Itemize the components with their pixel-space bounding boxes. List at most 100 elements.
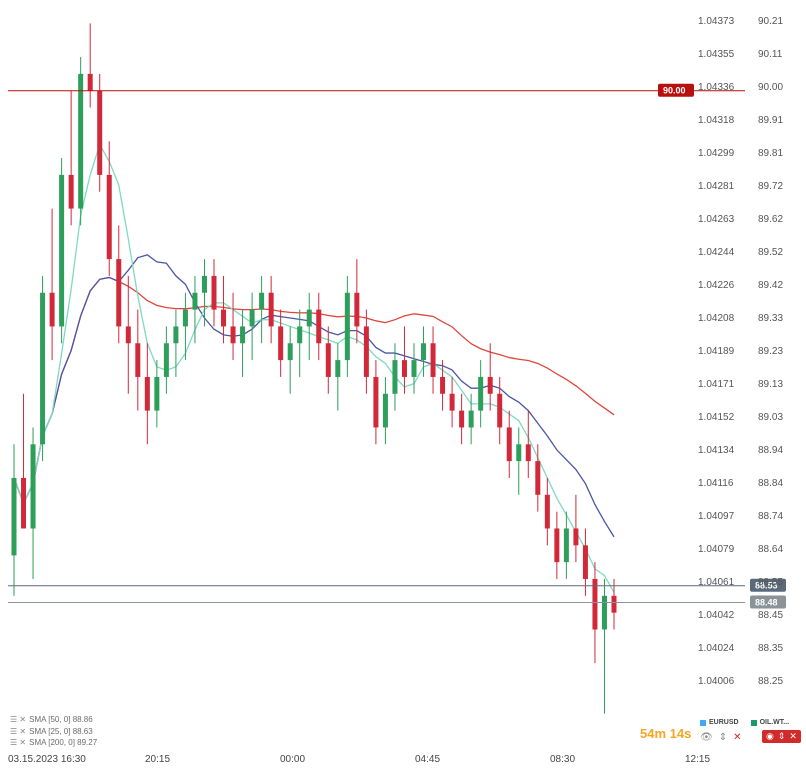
candle-body: [249, 309, 255, 327]
y-right-tick: 88.74: [758, 511, 783, 522]
close-icon[interactable]: ✕: [733, 732, 742, 743]
candle-body: [49, 292, 55, 327]
drag-handle-icon[interactable]: ☰ ✕: [10, 738, 27, 747]
sma-50-path: [13, 254, 615, 538]
candle-body: [87, 73, 93, 91]
sort-icon[interactable]: ⇕: [718, 732, 728, 743]
x-axis-labels: 03.15.2023 16:30 20:15 00:00 04:45 08:30 12:1…: [8, 754, 710, 765]
candle-body: [40, 292, 46, 445]
y-left-tick: 1.04134: [698, 445, 735, 456]
y-left-tick: 1.04152: [698, 412, 735, 423]
legend-sma25[interactable]: ☰ ✕ SMA [25, 0] 88.63: [10, 726, 97, 738]
legend-sma200-label: SMA [200, 0] 89.27: [29, 738, 98, 747]
y-left-tick: 1.04097: [698, 511, 735, 522]
candle-body: [316, 309, 322, 344]
y-right-tick: 89.23: [758, 346, 783, 357]
y-right-tick: 89.13: [758, 379, 783, 390]
candle-body: [106, 174, 112, 260]
y-axis-left-labels: 1.04373 1.04355 1.04336 1.04318 1.04299 1.042…: [698, 16, 735, 687]
candle-body: [516, 444, 522, 462]
candle-body: [478, 376, 484, 411]
y-right-tick: 89.42: [758, 280, 783, 291]
legend-sma50-label: SMA [50, 0] 88.86: [29, 715, 93, 724]
sma-200-path: [13, 276, 615, 505]
candle-body: [430, 343, 436, 377]
sma-200-line: [13, 276, 615, 505]
candle-body: [544, 494, 550, 529]
y-right-tick: 88.64: [758, 544, 783, 555]
level-tag[interactable]: [750, 578, 786, 592]
y-right-tick: 90.00: [758, 82, 783, 93]
sma-25-path: [13, 142, 615, 593]
y-right-tick: 88.25: [758, 676, 783, 687]
y-left-tick: 1.04373: [698, 16, 735, 27]
close-icon[interactable]: ✕: [789, 731, 797, 741]
legend-sma25-label: SMA [25, 0] 88.63: [29, 726, 93, 736]
legend-sma50[interactable]: ☰ ✕ SMA [50, 0] 88.86: [10, 714, 97, 726]
candle-body: [401, 360, 407, 377]
candle-body: [363, 326, 369, 377]
x-tick: 04:45: [415, 754, 440, 765]
y-left-tick: 1.04281: [698, 181, 735, 192]
y-left-tick: 1.04318: [698, 115, 735, 126]
candle-body: [11, 477, 17, 556]
candle-body: [125, 326, 131, 344]
y-axis-right-labels: 90.21 90.11 90.00 89.91 89.81 89.72 89.62 89.52…: [758, 16, 783, 687]
candle-body: [611, 595, 617, 613]
y-right-tick: 89.03: [758, 412, 783, 423]
y-left-tick: 1.04336: [698, 82, 735, 93]
candle-body: [173, 326, 179, 344]
candle-body: [373, 376, 379, 428]
drag-handle-icon[interactable]: ☰ ✕: [10, 715, 27, 724]
candle-body: [154, 376, 160, 411]
candle-body: [487, 376, 493, 394]
sma-25-line: [13, 142, 615, 593]
drag-handle-icon[interactable]: ☰ ✕: [10, 726, 27, 736]
candle-body: [497, 393, 503, 428]
candle-body: [306, 309, 312, 327]
series-controls: ◉ ⇕ ✕: [762, 730, 801, 743]
candle-body: [201, 275, 207, 293]
chart-controls: 👁 ⇕ ✕: [700, 732, 741, 743]
candle-body: [563, 528, 569, 563]
symbol-legend: EURUSD OIL.WT...: [700, 719, 789, 726]
x-tick: 08:30: [550, 754, 575, 765]
y-left-tick: 1.04006: [698, 676, 735, 687]
level-tag-label: 90.00: [663, 86, 686, 96]
symbol-eurusd[interactable]: EURUSD: [700, 719, 739, 726]
candlestick-series: [11, 23, 617, 714]
candle-body: [382, 393, 388, 428]
candle-body: [468, 410, 474, 428]
y-left-tick: 1.04061: [698, 577, 735, 588]
level-tag-label: 88.53: [755, 581, 778, 591]
candle-body: [144, 376, 150, 411]
horizontal-levels[interactable]: 90.00 88.53 88.48: [8, 83, 786, 609]
candle-body: [392, 360, 398, 394]
eye-icon[interactable]: 👁: [700, 732, 713, 743]
level-tag-label: 88.48: [755, 598, 778, 608]
y-right-tick: 89.33: [758, 313, 783, 324]
sma-50-line: [13, 254, 615, 538]
symbol-oil[interactable]: OIL.WT...: [750, 719, 789, 726]
sort-icon[interactable]: ⇕: [777, 731, 786, 741]
y-right-tick: 89.52: [758, 247, 783, 258]
y-right-tick: 88.55: [758, 577, 783, 588]
legend-sma200[interactable]: ☰ ✕ SMA [200, 0] 89.27: [10, 737, 97, 749]
candle-body: [182, 309, 188, 327]
eye-icon[interactable]: ◉: [766, 731, 774, 741]
candle-body: [30, 444, 36, 529]
candle-body: [259, 292, 265, 310]
candle-body: [287, 343, 293, 361]
y-right-tick: 89.91: [758, 115, 783, 126]
indicator-legend: ☰ ✕ SMA [50, 0] 88.86 ☰ ✕ SMA [25, 0] 88…: [10, 714, 97, 749]
y-left-tick: 1.04263: [698, 214, 735, 225]
candle-body: [192, 292, 198, 310]
candle-body: [21, 477, 27, 529]
symbol-eurusd-label: EURUSD: [709, 719, 739, 726]
square-icon: [700, 719, 706, 726]
level-tag[interactable]: [750, 595, 786, 609]
level-tag[interactable]: [658, 83, 694, 97]
y-left-tick: 1.04024: [698, 643, 735, 654]
candle-body: [354, 292, 360, 327]
